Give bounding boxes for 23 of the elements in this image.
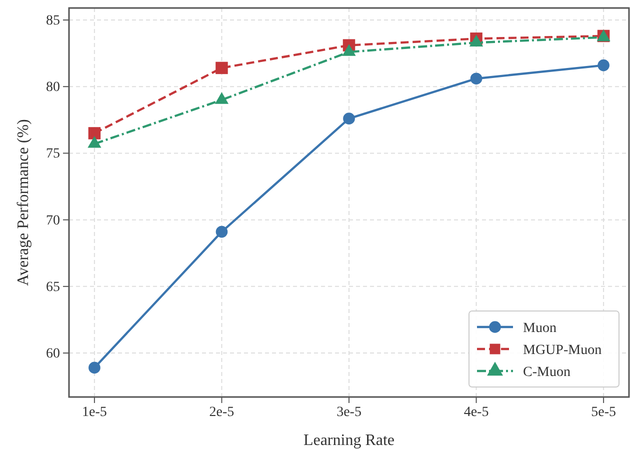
x-tick-label: 1e-5 [82, 404, 107, 420]
y-tick-label: 75 [46, 146, 60, 162]
point [343, 112, 355, 124]
point [216, 62, 228, 74]
y-tick-label: 65 [46, 280, 60, 295]
y-tick-label: 85 [46, 13, 60, 28]
y-tick-label: 70 [46, 213, 60, 228]
point [88, 362, 100, 374]
point [598, 59, 610, 72]
y-axis-title: Average Performance (%) [15, 119, 32, 286]
legend-label: Muon [523, 321, 556, 336]
x-tick-label: 5e-5 [591, 404, 616, 420]
point [216, 226, 228, 238]
y-tick-label: 60 [46, 346, 60, 362]
legend-label: C-Muon [523, 365, 570, 380]
x-tick-label: 3e-5 [336, 404, 362, 420]
point [88, 127, 101, 140]
x-axis-title: Learning Rate [303, 432, 395, 449]
point [470, 72, 482, 85]
y-tick-label: 80 [46, 80, 60, 96]
x-tick-label: 4e-5 [464, 404, 489, 420]
x-tick-label: 2e-5 [209, 404, 234, 420]
legend-label: MGUP-Muon [523, 343, 602, 358]
